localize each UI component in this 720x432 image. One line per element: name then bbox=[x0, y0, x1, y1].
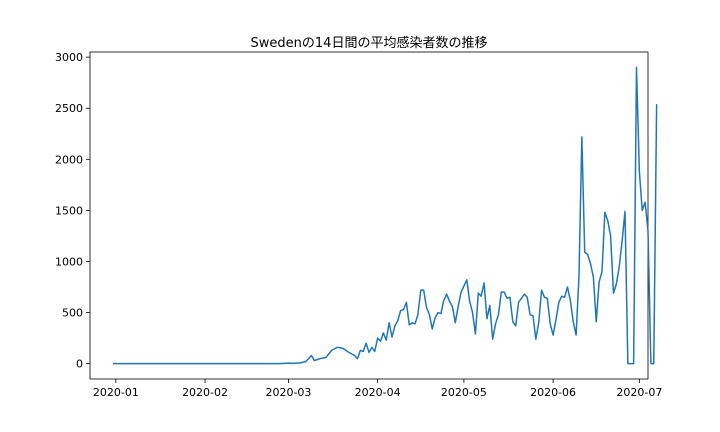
y-tick-label: 500 bbox=[62, 307, 83, 320]
chart-title: Swedenの14日間の平均感染者数の推移 bbox=[251, 35, 488, 51]
y-tick-label: 3000 bbox=[55, 51, 83, 64]
y-axis: 0 500 1000 1500 2000 2500 3000 bbox=[55, 51, 90, 371]
x-tick-label: 2020-01 bbox=[93, 386, 139, 399]
y-tick-label: 1000 bbox=[55, 255, 83, 268]
y-tick-label: 0 bbox=[76, 358, 83, 371]
plot-area-frame bbox=[89, 51, 649, 380]
series-line bbox=[113, 66, 658, 365]
y-tick-label: 2500 bbox=[55, 102, 83, 115]
y-tick-label: 1500 bbox=[55, 204, 83, 217]
x-tick-label: 2020-06 bbox=[530, 386, 576, 399]
x-tick-label: 2020-02 bbox=[182, 386, 228, 399]
x-axis: 2020-01 2020-02 2020-03 2020-04 2020-05 2020-… bbox=[93, 379, 662, 399]
x-tick-label: 2020-05 bbox=[441, 386, 487, 399]
x-tick-label: 2020-04 bbox=[355, 386, 401, 399]
y-tick-label: 2000 bbox=[55, 153, 83, 166]
x-tick-label: 2020-07 bbox=[616, 386, 662, 399]
x-tick-label: 2020-03 bbox=[265, 386, 311, 399]
